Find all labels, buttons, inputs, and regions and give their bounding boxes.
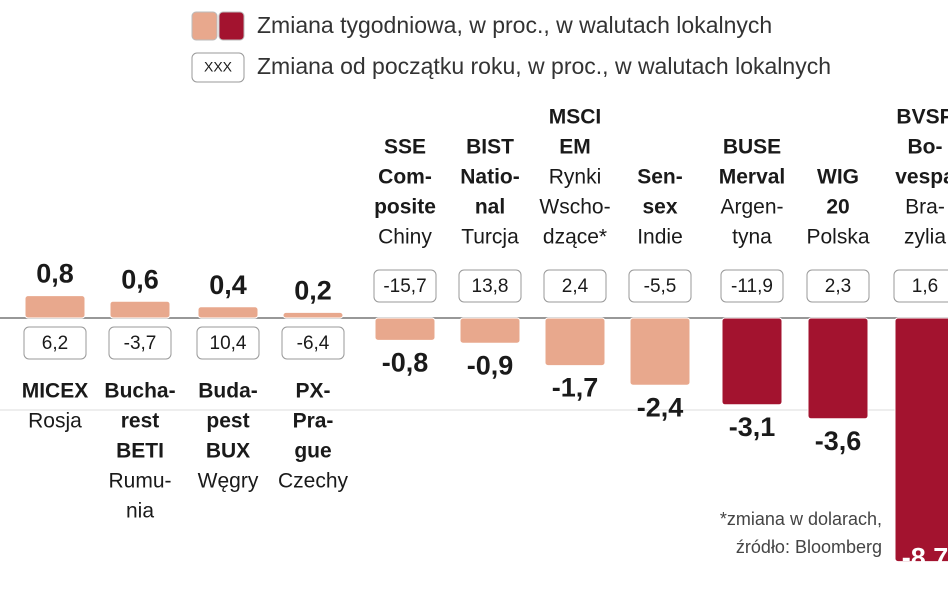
bar	[282, 311, 344, 319]
ytd-label: -5,5	[644, 276, 677, 297]
bar	[894, 317, 948, 563]
ytd-label: 6,2	[42, 333, 68, 354]
category-name: Buda-	[198, 380, 258, 403]
category-name: vespa	[895, 166, 948, 189]
category-name: nal	[475, 196, 505, 219]
ytd-label: 13,8	[472, 276, 509, 297]
category-country: tyna	[732, 226, 772, 249]
category-country: Węgry	[198, 470, 259, 493]
legend-placeholder: XXX	[204, 59, 233, 75]
ytd-box	[628, 269, 692, 303]
category-name: Sen-	[637, 166, 683, 189]
category-name: MSCI	[549, 106, 602, 129]
ytd-label: 1,6	[912, 276, 938, 297]
note: źródło: Bloomberg	[736, 537, 882, 557]
category-name: BUSE	[723, 136, 781, 159]
legend-swatch	[218, 11, 245, 41]
category-name: posite	[374, 196, 436, 219]
legend-label: Zmiana tygodniowa, w proc., w walutach l…	[257, 12, 772, 38]
bar	[721, 317, 783, 406]
category-name: Natio-	[460, 166, 520, 189]
category-name: 20	[826, 196, 849, 219]
category-name: sex	[642, 196, 677, 219]
category-name: BIST	[466, 136, 514, 159]
ytd-box	[720, 269, 784, 303]
legend-box	[191, 52, 245, 83]
category-name: Bo-	[908, 136, 943, 159]
category-name: rest	[121, 410, 160, 433]
category-name: Com-	[378, 166, 432, 189]
ytd-label: 10,4	[210, 333, 247, 354]
bar	[374, 317, 436, 341]
value-label: -2,4	[637, 392, 684, 422]
value-label: -3,1	[729, 412, 776, 442]
category-country: Bra-	[905, 196, 945, 219]
value-label: -0,9	[467, 350, 514, 380]
bar	[197, 306, 259, 319]
bar	[629, 317, 691, 386]
category-country: Turcja	[461, 226, 519, 249]
category-name: Merval	[719, 166, 786, 189]
value-label: -1,7	[552, 373, 599, 403]
ytd-label: -15,7	[383, 276, 426, 297]
category-name: Pra-	[293, 410, 334, 433]
value-label: -3,6	[815, 426, 862, 456]
category-name: gue	[294, 440, 331, 463]
ytd-label: -3,7	[124, 333, 157, 354]
category-name: BUX	[206, 440, 250, 463]
category-country: Chiny	[378, 226, 432, 249]
category-country: Polska	[806, 226, 869, 249]
bar	[109, 300, 171, 319]
category-name: BETI	[116, 440, 164, 463]
category-country: zylia	[904, 226, 946, 249]
ytd-box	[458, 269, 522, 303]
ytd-box	[196, 326, 260, 360]
category-country: Indie	[637, 226, 683, 249]
ytd-box	[893, 269, 948, 303]
category-name: MICEX	[22, 380, 89, 403]
bar	[24, 295, 86, 319]
ytd-box	[806, 269, 870, 303]
ytd-label: -11,9	[731, 276, 773, 297]
category-name: WIG	[817, 166, 859, 189]
category-country: Czechy	[278, 470, 349, 493]
ytd-box	[543, 269, 607, 303]
ytd-label: 2,4	[562, 276, 589, 297]
category-name: SSE	[384, 136, 426, 159]
ytd-label: -6,4	[297, 333, 330, 354]
bar	[544, 317, 606, 367]
category-country: nia	[126, 500, 154, 523]
value-label: 0,8	[36, 259, 74, 289]
category-country: Argen-	[720, 196, 783, 219]
category-country: Rumu-	[108, 470, 171, 493]
category-name: BVSP	[896, 106, 948, 129]
value-label: -0,8	[382, 348, 429, 378]
bar	[459, 317, 521, 344]
category-country: Rosja	[28, 410, 82, 433]
category-name: pest	[206, 410, 249, 433]
category-name: Bucha-	[104, 380, 175, 403]
value-label: 0,6	[121, 264, 159, 294]
value-label: 0,4	[209, 270, 247, 300]
ytd-box	[108, 326, 172, 360]
bar	[807, 317, 869, 420]
value-label: -8,7	[902, 543, 948, 573]
category-name: PX-	[295, 380, 330, 403]
category-country: dzące*	[543, 226, 607, 249]
value-label: 0,2	[294, 276, 332, 306]
category-country: Wscho-	[539, 196, 610, 219]
category-name: EM	[559, 136, 591, 159]
legend-label: Zmiana od początku roku, w proc., w walu…	[257, 53, 831, 79]
category-country: Rynki	[549, 166, 602, 189]
legend-swatch	[191, 11, 218, 41]
ytd-box	[281, 326, 345, 360]
ytd-box	[373, 269, 437, 303]
ytd-label: 2,3	[825, 276, 851, 297]
ytd-box	[23, 326, 87, 360]
note: *zmiana w dolarach,	[720, 509, 882, 529]
